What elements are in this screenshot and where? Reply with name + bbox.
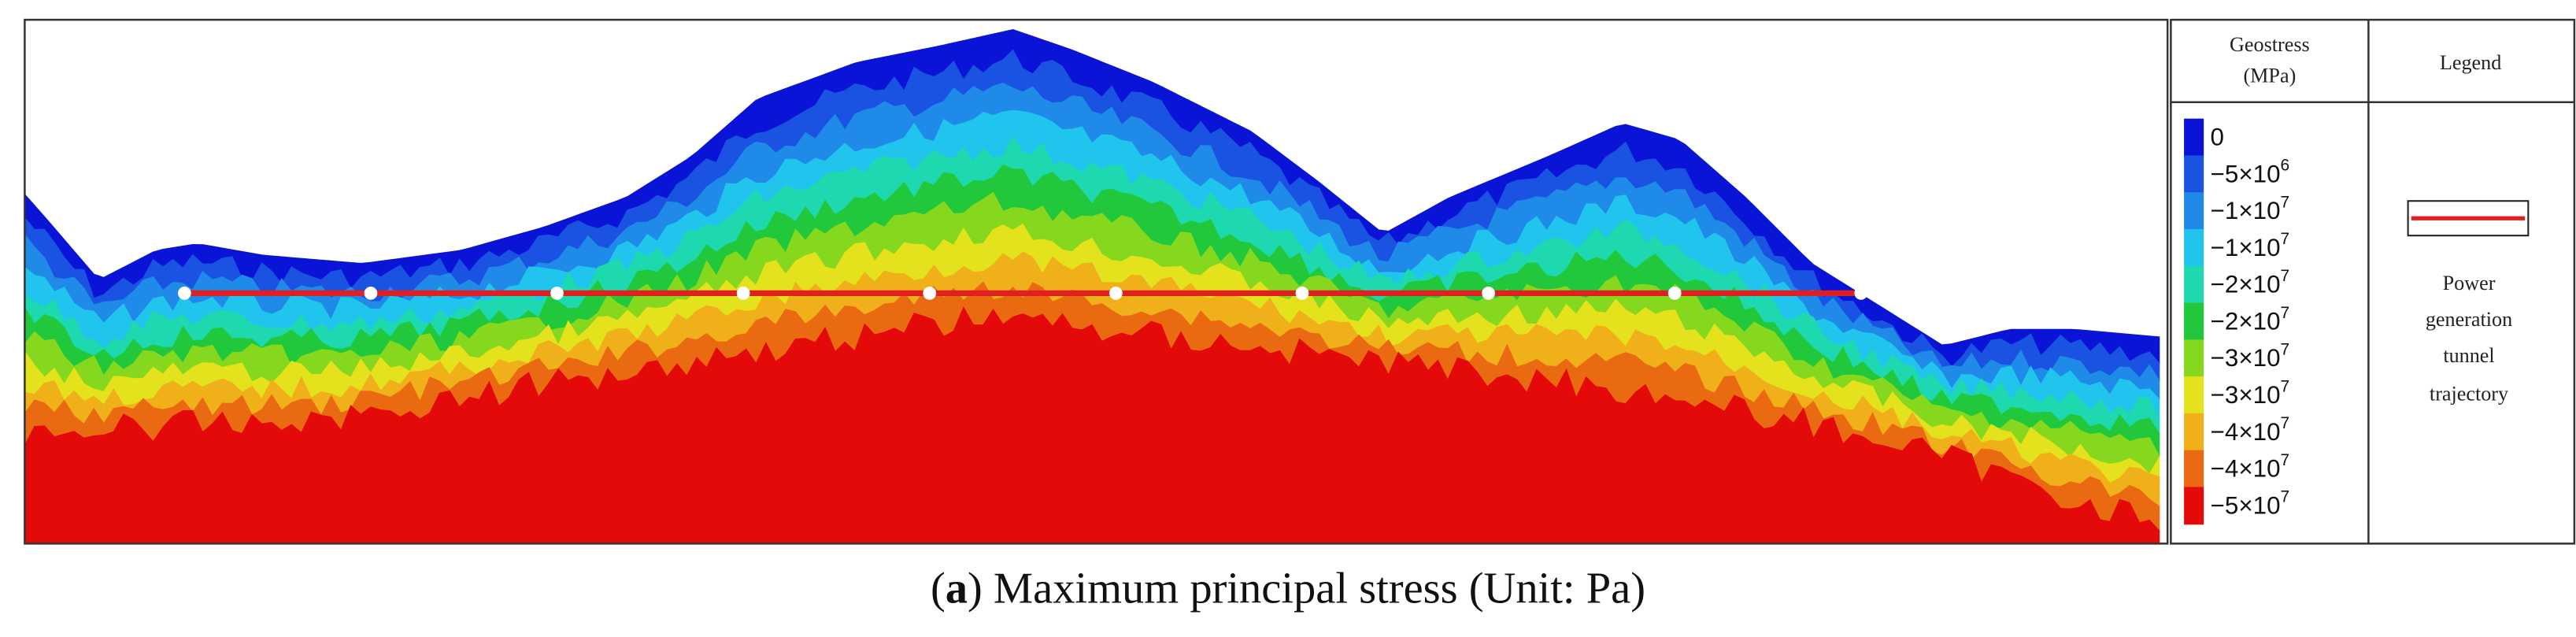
map-frame <box>24 18 2169 545</box>
colorbar-label-base: −2×10 <box>2211 271 2281 298</box>
tunnel-point <box>1482 287 1495 300</box>
colorbar: 0−5×106−1×107−1×107−2×107−2×107−3×107−3×… <box>2184 118 2290 525</box>
tunnel-point <box>1295 287 1309 300</box>
legend-text: Power <box>2443 272 2496 294</box>
colorbar-label-base: −4×10 <box>2211 455 2281 483</box>
legend-text: generation <box>2426 308 2512 331</box>
colorbar-label-base: 0 <box>2211 123 2224 150</box>
colorbar-title: Geostress <box>2230 33 2310 56</box>
legend-text: trajectory <box>2430 382 2508 405</box>
colorbar-swatch <box>2184 155 2204 194</box>
side-table: Geostress (MPa) Legend Power generation … <box>2170 18 2576 545</box>
colorbar-label-base: −1×10 <box>2211 234 2281 261</box>
colorbar-swatch <box>2184 376 2204 414</box>
tunnel-point <box>736 287 750 300</box>
colorbar-swatch <box>2184 339 2204 378</box>
legend-title: Legend <box>2440 51 2501 74</box>
colorbar-swatch <box>2184 450 2204 488</box>
colorbar-label: −3×107 <box>2211 341 2290 372</box>
tunnel-point <box>1109 287 1123 300</box>
colorbar-label-exponent: 7 <box>2281 267 2290 285</box>
colorbar-label-exponent: 7 <box>2281 488 2290 506</box>
colorbar-swatch <box>2184 192 2204 231</box>
colorbar-label: −2×107 <box>2211 267 2290 298</box>
stress-contour-map <box>24 29 2160 545</box>
table-frame <box>2170 18 2576 545</box>
colorbar-label: −1×107 <box>2211 230 2290 261</box>
colorbar-label-exponent: 7 <box>2281 341 2290 359</box>
colorbar-label-exponent: 7 <box>2281 414 2290 432</box>
tunnel-point <box>177 287 191 300</box>
colorbar-swatch <box>2184 487 2204 525</box>
colorbar-label-exponent: 7 <box>2281 193 2290 211</box>
colorbar-label: −3×107 <box>2211 377 2290 409</box>
legend-text: tunnel <box>2443 344 2494 367</box>
colorbar-label: −2×107 <box>2211 304 2290 335</box>
colorbar-swatch <box>2184 413 2204 451</box>
colorbar-swatch <box>2184 265 2204 304</box>
colorbar-label-base: −1×10 <box>2211 197 2281 224</box>
colorbar-label-base: −3×10 <box>2211 344 2281 372</box>
tunnel-point <box>550 287 564 300</box>
colorbar-label-base: −2×10 <box>2211 307 2281 335</box>
tunnel-point <box>364 287 378 300</box>
colorbar-label-exponent: 6 <box>2281 157 2290 175</box>
colorbar-label: −1×107 <box>2211 193 2290 224</box>
colorbar-label-base: −5×10 <box>2211 491 2281 519</box>
colorbar-label: −4×107 <box>2211 414 2290 446</box>
colorbar-label-exponent: 7 <box>2281 304 2290 322</box>
caption-text: ( <box>931 565 946 613</box>
colorbar-swatch <box>2184 228 2204 267</box>
colorbar-label: 0 <box>2211 123 2224 150</box>
tunnel-point <box>1854 287 1868 300</box>
caption-text: ) Maximum principal stress (Unit: Pa) <box>968 565 1645 613</box>
colorbar-title: (MPa) <box>2243 65 2296 87</box>
colorbar-swatch <box>2184 118 2204 157</box>
colorbar-label-exponent: 7 <box>2281 230 2290 248</box>
caption: (a) Maximum principal stress (Unit: Pa) <box>931 565 1645 613</box>
colorbar-label-exponent: 7 <box>2281 377 2290 395</box>
tunnel-point <box>923 287 937 300</box>
colorbar-label: −5×107 <box>2211 488 2290 520</box>
colorbar-label-base: −5×10 <box>2211 160 2281 187</box>
caption-label: a <box>946 565 968 613</box>
colorbar-label: −4×107 <box>2211 451 2290 483</box>
tunnel-point <box>1667 287 1682 300</box>
colorbar-label-exponent: 7 <box>2281 451 2290 469</box>
colorbar-label-base: −4×10 <box>2211 418 2281 446</box>
colorbar-label: −5×106 <box>2211 157 2290 188</box>
colorbar-label-base: −3×10 <box>2211 381 2281 409</box>
colorbar-swatch <box>2184 302 2204 341</box>
